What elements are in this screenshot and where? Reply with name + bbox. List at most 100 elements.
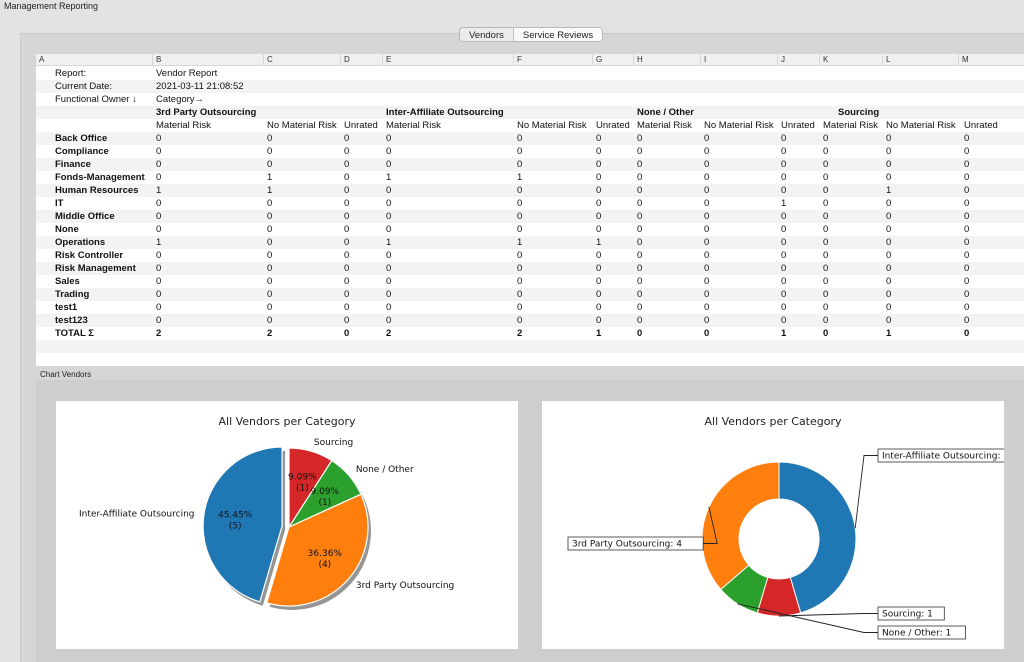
value-cell[interactable]: 0	[964, 146, 970, 157]
value-cell[interactable]: 0	[964, 302, 970, 313]
value-cell[interactable]: 0	[704, 315, 710, 326]
value-cell[interactable]: 0	[886, 302, 892, 313]
value-cell[interactable]: 0	[156, 276, 162, 287]
value-cell[interactable]: 0	[386, 198, 392, 209]
value-cell[interactable]: 0	[517, 276, 523, 287]
value-cell[interactable]: 0	[344, 315, 350, 326]
meta-value[interactable]: Category→	[156, 94, 205, 105]
value-cell[interactable]: 0	[156, 146, 162, 157]
subheader-cell[interactable]: Unrated	[344, 120, 378, 131]
value-cell[interactable]: 0	[886, 198, 892, 209]
value-cell[interactable]: 0	[517, 198, 523, 209]
value-cell[interactable]: 0	[596, 185, 602, 196]
value-cell[interactable]: 0	[386, 315, 392, 326]
value-cell[interactable]: 0	[344, 185, 350, 196]
value-cell[interactable]: 0	[704, 146, 710, 157]
value-cell[interactable]: 0	[596, 146, 602, 157]
value-cell[interactable]: 1	[386, 237, 392, 248]
value-cell[interactable]: 0	[344, 224, 350, 235]
value-cell[interactable]: 0	[267, 159, 273, 170]
value-cell[interactable]: 0	[517, 250, 523, 261]
value-cell[interactable]: 0	[386, 211, 392, 222]
value-cell[interactable]: 0	[596, 315, 602, 326]
value-cell[interactable]: 0	[637, 315, 643, 326]
value-cell[interactable]: 0	[156, 224, 162, 235]
value-cell[interactable]: 0	[517, 289, 523, 300]
value-cell[interactable]: 0	[964, 211, 970, 222]
value-cell[interactable]: 0	[156, 302, 162, 313]
value-cell[interactable]: 0	[781, 276, 787, 287]
total-label[interactable]: TOTAL Σ	[55, 328, 94, 339]
value-cell[interactable]: 0	[596, 289, 602, 300]
value-cell[interactable]: 0	[704, 276, 710, 287]
value-cell[interactable]: 0	[886, 224, 892, 235]
value-cell[interactable]: 0	[267, 211, 273, 222]
value-cell[interactable]: 0	[386, 263, 392, 274]
value-cell[interactable]: 0	[596, 263, 602, 274]
owner-label[interactable]: Operations	[55, 237, 106, 248]
subheader-cell[interactable]: No Material Risk	[704, 120, 774, 131]
column-header-f[interactable]: F	[513, 54, 592, 66]
value-cell[interactable]: 0	[964, 289, 970, 300]
value-cell[interactable]: 0	[156, 133, 162, 144]
meta-label[interactable]: Current Date:	[55, 81, 113, 92]
value-cell[interactable]: 0	[886, 250, 892, 261]
value-cell[interactable]: 0	[596, 302, 602, 313]
value-cell[interactable]: 0	[823, 289, 829, 300]
total-cell[interactable]: 0	[964, 328, 970, 339]
value-cell[interactable]: 0	[517, 302, 523, 313]
total-cell[interactable]: 2	[267, 328, 273, 339]
value-cell[interactable]: 0	[781, 159, 787, 170]
value-cell[interactable]: 0	[637, 237, 643, 248]
value-cell[interactable]: 0	[267, 315, 273, 326]
value-cell[interactable]: 0	[637, 146, 643, 157]
value-cell[interactable]: 0	[267, 146, 273, 157]
category-header[interactable]: Sourcing	[838, 107, 880, 118]
value-cell[interactable]: 0	[886, 315, 892, 326]
value-cell[interactable]: 0	[267, 250, 273, 261]
value-cell[interactable]: 0	[156, 172, 162, 183]
value-cell[interactable]: 1	[156, 185, 162, 196]
column-header-g[interactable]: G	[592, 54, 633, 66]
value-cell[interactable]: 0	[267, 224, 273, 235]
value-cell[interactable]: 0	[637, 159, 643, 170]
value-cell[interactable]: 0	[886, 146, 892, 157]
value-cell[interactable]: 0	[386, 250, 392, 261]
value-cell[interactable]: 1	[596, 237, 602, 248]
value-cell[interactable]: 0	[156, 211, 162, 222]
column-header-c[interactable]: C	[263, 54, 340, 66]
value-cell[interactable]: 0	[267, 263, 273, 274]
owner-label[interactable]: Risk Controller	[55, 250, 124, 261]
value-cell[interactable]: 1	[517, 237, 523, 248]
value-cell[interactable]: 0	[823, 263, 829, 274]
value-cell[interactable]: 0	[704, 172, 710, 183]
value-cell[interactable]: 0	[704, 263, 710, 274]
total-cell[interactable]: 0	[344, 328, 350, 339]
category-header[interactable]: None / Other	[637, 107, 695, 118]
value-cell[interactable]: 0	[823, 198, 829, 209]
value-cell[interactable]: 0	[596, 159, 602, 170]
value-cell[interactable]: 0	[517, 146, 523, 157]
total-cell[interactable]: 1	[886, 328, 892, 339]
value-cell[interactable]: 0	[386, 302, 392, 313]
value-cell[interactable]: 0	[596, 133, 602, 144]
subheader-cell[interactable]: Material Risk	[637, 120, 692, 131]
value-cell[interactable]: 0	[156, 289, 162, 300]
value-cell[interactable]: 0	[823, 133, 829, 144]
value-cell[interactable]: 0	[964, 185, 970, 196]
owner-label[interactable]: Fonds-Management	[55, 172, 145, 183]
value-cell[interactable]: 0	[267, 276, 273, 287]
owner-label[interactable]: test1	[55, 302, 78, 313]
total-cell[interactable]: 2	[156, 328, 162, 339]
value-cell[interactable]: 0	[886, 263, 892, 274]
value-cell[interactable]: 0	[704, 159, 710, 170]
value-cell[interactable]: 0	[704, 289, 710, 300]
owner-label[interactable]: Middle Office	[55, 211, 115, 222]
column-header-m[interactable]: M	[958, 54, 1024, 66]
subheader-cell[interactable]: Material Risk	[386, 120, 441, 131]
value-cell[interactable]: 0	[344, 133, 350, 144]
subheader-cell[interactable]: Unrated	[596, 120, 630, 131]
value-cell[interactable]: 0	[596, 211, 602, 222]
value-cell[interactable]: 0	[704, 250, 710, 261]
value-cell[interactable]: 0	[637, 198, 643, 209]
